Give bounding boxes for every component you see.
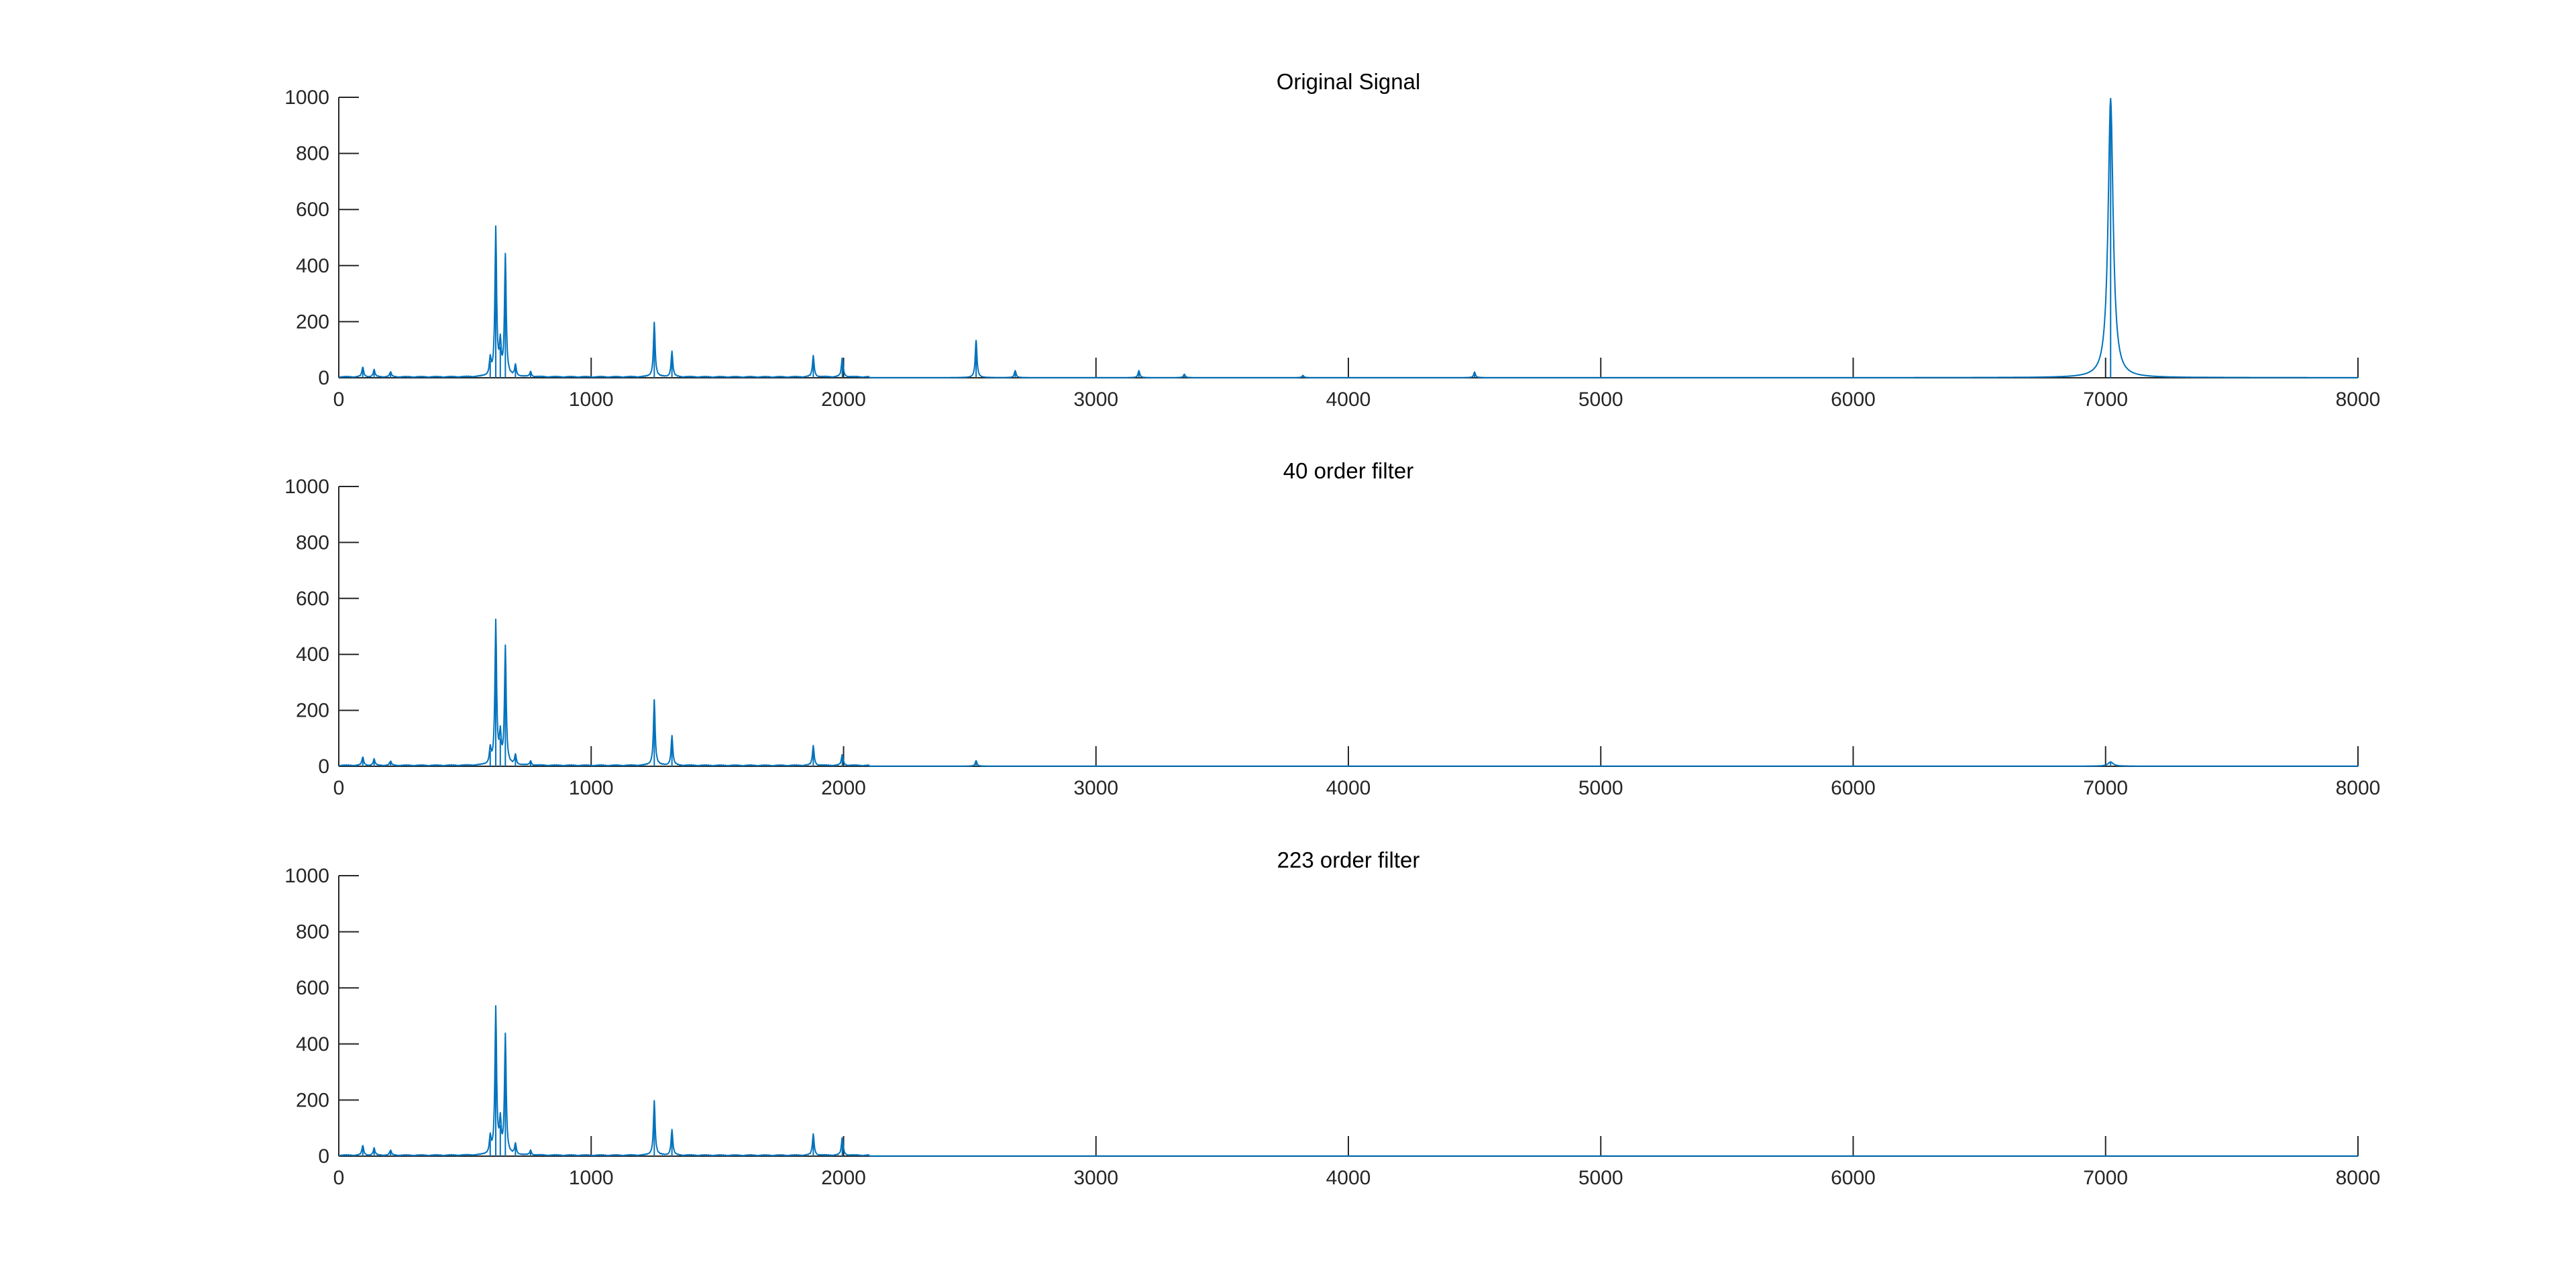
x-tick-label: 1000 xyxy=(569,1167,614,1189)
y-tick-label: 600 xyxy=(296,977,329,999)
y-tick-label: 1000 xyxy=(284,476,329,498)
y-tick-label: 800 xyxy=(296,143,329,165)
x-tick-label: 3000 xyxy=(1073,1167,1118,1189)
y-tick-label: 800 xyxy=(296,531,329,554)
series-line-1 xyxy=(338,97,2359,378)
y-tick-label: 400 xyxy=(296,1033,329,1056)
x-tick-label: 6000 xyxy=(1831,777,1876,799)
x-tick-label: 8000 xyxy=(2336,777,2381,799)
series-line-1 xyxy=(338,618,2359,767)
y-tick-label: 200 xyxy=(296,1089,329,1111)
x-tick-label: 5000 xyxy=(1578,777,1623,799)
y-tick-label: 0 xyxy=(318,756,329,778)
x-tick-label: 5000 xyxy=(1578,1167,1623,1189)
y-tick-label: 400 xyxy=(296,255,329,277)
y-tick-label: 800 xyxy=(296,921,329,943)
chart-title: 40 order filter xyxy=(1283,458,1413,483)
x-tick-label: 6000 xyxy=(1831,1167,1876,1189)
y-tick-label: 400 xyxy=(296,644,329,666)
subplot-2: 40 order filter 0 200 400 600 800 1000 0 1000 200… xyxy=(284,458,2380,799)
x-tick-label: 5000 xyxy=(1578,389,1623,411)
x-tick-label: 8000 xyxy=(2336,389,2381,411)
chart-title: Original Signal xyxy=(1277,69,1421,94)
x-tick-label: 6000 xyxy=(1831,389,1876,411)
y-tick-label: 0 xyxy=(318,367,329,389)
x-tick-label: 4000 xyxy=(1326,389,1371,411)
y-tick-label: 1000 xyxy=(284,87,329,109)
y-tick-label: 600 xyxy=(296,588,329,610)
subplot-1: Original Signal 0 200 400 600 800 1000 0 1000 200… xyxy=(284,69,2380,411)
x-tick-label: 4000 xyxy=(1326,777,1371,799)
x-tick-label: 8000 xyxy=(2336,1167,2381,1189)
y-tick-label: 1000 xyxy=(284,865,329,887)
series-line-1 xyxy=(338,1005,2359,1157)
x-tick-label: 7000 xyxy=(2083,389,2128,411)
y-tick-label: 200 xyxy=(296,700,329,722)
x-tick-label: 0 xyxy=(333,1167,345,1189)
x-tick-label: 7000 xyxy=(2083,777,2128,799)
x-tick-label: 4000 xyxy=(1326,1167,1371,1189)
x-tick-label: 0 xyxy=(333,389,345,411)
x-tick-label: 7000 xyxy=(2083,1167,2128,1189)
x-tick-label: 2000 xyxy=(821,389,866,411)
x-tick-label: 2000 xyxy=(821,777,866,799)
subplot-3: 223 order filter 0 200 400 600 800 1000 0 1000 20… xyxy=(284,847,2380,1189)
x-tick-label: 3000 xyxy=(1073,389,1118,411)
x-tick-label: 1000 xyxy=(569,389,614,411)
x-tick-label: 3000 xyxy=(1073,777,1118,799)
x-tick-label: 2000 xyxy=(821,1167,866,1189)
y-tick-label: 600 xyxy=(296,199,329,221)
x-tick-label: 1000 xyxy=(569,777,614,799)
x-tick-label: 0 xyxy=(333,777,345,799)
y-tick-label: 200 xyxy=(296,311,329,333)
chart-title: 223 order filter xyxy=(1277,847,1420,872)
y-tick-label: 0 xyxy=(318,1145,329,1168)
